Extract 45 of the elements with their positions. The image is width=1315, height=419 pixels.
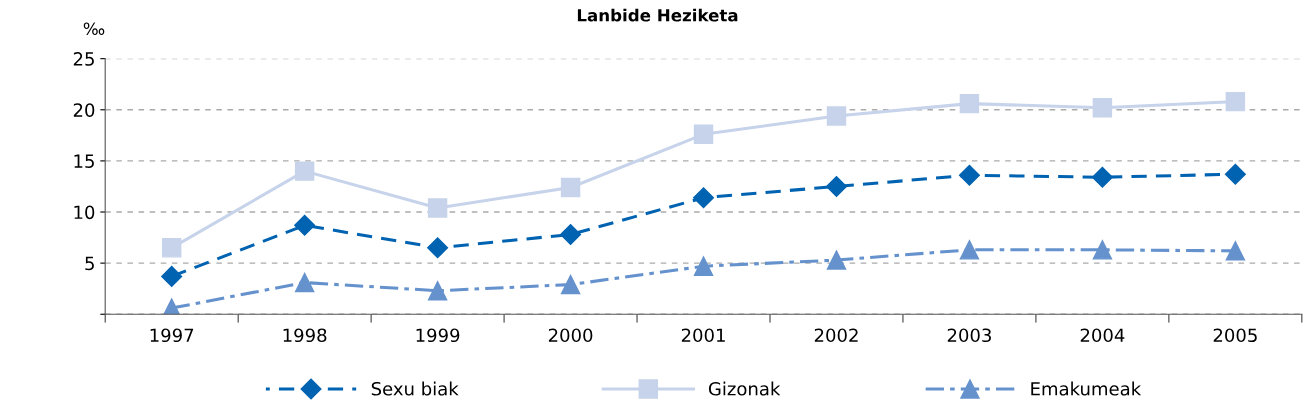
y-tick-label: 15 <box>74 154 94 169</box>
x-tick-label: 1998 <box>283 328 327 343</box>
point <box>693 124 714 145</box>
point <box>294 161 315 181</box>
point <box>826 250 847 270</box>
point <box>427 281 448 301</box>
y-tick-label: 5 <box>85 256 94 271</box>
x-tick-label: 2000 <box>548 328 593 343</box>
x-tick-label: 2003 <box>947 328 991 343</box>
legend-label: Emakumeak <box>1031 381 1142 396</box>
point <box>161 238 182 258</box>
point <box>825 175 848 197</box>
y-tick-label: 20 <box>73 103 95 117</box>
point <box>427 237 449 259</box>
y-tick-label: 25 <box>73 52 94 66</box>
point <box>161 265 183 287</box>
point <box>826 106 847 126</box>
point <box>1225 91 1246 112</box>
point <box>427 198 448 218</box>
point <box>1225 241 1246 261</box>
point <box>294 214 316 236</box>
point <box>560 223 582 246</box>
point <box>959 93 980 114</box>
x-tick-label: 2004 <box>1080 328 1125 343</box>
x-tick-label: 2005 <box>1213 328 1257 343</box>
point <box>958 164 980 186</box>
chart-title: Lanbide Heziketa <box>577 8 738 22</box>
point <box>560 177 581 198</box>
point <box>693 187 715 209</box>
point <box>693 256 714 276</box>
x-tick-label: 1999 <box>416 328 460 343</box>
y-axis-title: ‰ <box>83 22 105 35</box>
point <box>959 240 980 260</box>
y-tick-label: 10 <box>74 205 95 220</box>
point <box>1224 163 1246 185</box>
legend-label: Sexu biak <box>371 381 459 396</box>
point <box>560 274 581 295</box>
x-tick-label: 2001 <box>681 328 725 343</box>
point <box>1091 166 1113 188</box>
x-tick-label: 2002 <box>814 328 858 343</box>
point <box>294 272 315 293</box>
legend-label: Gizonak <box>708 381 781 396</box>
x-tick-label: 1997 <box>150 328 194 343</box>
point <box>1092 240 1113 260</box>
point <box>1092 98 1113 118</box>
